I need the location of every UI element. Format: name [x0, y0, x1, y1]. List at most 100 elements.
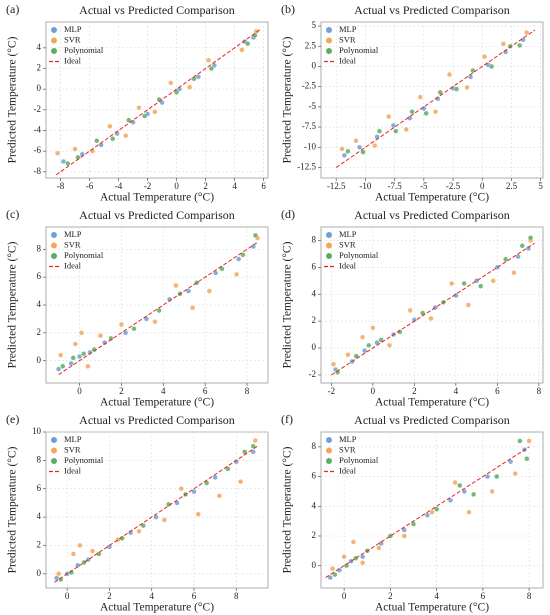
data-point — [360, 560, 366, 566]
data-point — [526, 438, 532, 444]
data-point — [378, 337, 384, 343]
legend-marker — [51, 232, 57, 238]
data-point — [239, 47, 245, 53]
data-point — [489, 488, 495, 494]
legend-marker — [326, 48, 332, 54]
data-point — [118, 321, 124, 328]
data-point — [136, 528, 142, 534]
x-tick-label: -2 — [144, 181, 152, 191]
data-point — [393, 128, 399, 134]
legend-label: Polynomial — [339, 250, 379, 260]
data-point — [89, 548, 96, 554]
data-point — [81, 351, 87, 357]
legend-marker — [326, 37, 332, 44]
data-point — [94, 138, 100, 144]
x-tick-label: 0 — [174, 181, 179, 191]
legend-marker — [51, 37, 57, 44]
data-point — [446, 71, 453, 78]
panel-label: (e) — [6, 412, 19, 426]
data-point — [525, 245, 532, 252]
ideal-line — [54, 445, 258, 583]
legend-label: SVR — [64, 34, 81, 44]
y-axis-label: Predicted Temperature (°C) — [7, 36, 19, 163]
data-point — [330, 566, 336, 572]
x-tick-label: -12.5 — [327, 181, 346, 191]
data-point — [468, 74, 474, 80]
data-point — [72, 146, 78, 152]
data-point — [471, 491, 477, 497]
x-tick-label: 0 — [480, 181, 485, 191]
x-tick-label: 2.5 — [506, 181, 518, 191]
data-point — [102, 340, 108, 346]
legend-label: Polynomial — [64, 250, 104, 260]
data-point — [152, 109, 158, 115]
data-point — [136, 105, 142, 111]
data-point — [350, 539, 356, 545]
legend-label: Polynomial — [339, 45, 379, 55]
data-point — [327, 575, 333, 581]
data-point — [386, 342, 393, 348]
data-point — [110, 136, 116, 142]
data-point — [489, 63, 495, 70]
y-tick-label: 4 — [37, 299, 42, 309]
legend-marker — [326, 253, 332, 259]
x-tick-label: 6 — [495, 386, 500, 396]
x-tick-label: -4 — [115, 181, 123, 191]
data-point — [484, 474, 491, 480]
panel-label: (b) — [281, 2, 295, 16]
data-point — [403, 126, 409, 133]
x-axis-label: Actual Temperature (°C) — [100, 192, 214, 204]
legend-label: Polynomial — [64, 45, 104, 55]
data-point — [517, 438, 523, 444]
ideal-line — [331, 242, 535, 376]
legend-label: MLP — [64, 434, 82, 444]
legend-marker — [326, 437, 332, 443]
y-tick-label: 6 — [37, 271, 42, 281]
y-tick-label: -2 — [34, 104, 42, 114]
data-point — [126, 117, 132, 123]
data-point — [107, 123, 113, 129]
x-tick-label: -2.5 — [446, 181, 461, 191]
data-point — [236, 256, 242, 262]
data-point — [370, 325, 376, 331]
x-axis-label: Actual Temperature (°C) — [100, 602, 214, 614]
data-point — [360, 554, 366, 560]
legend-label: Ideal — [339, 260, 357, 270]
legend-marker — [326, 458, 332, 464]
data-point — [131, 326, 137, 332]
legend-marker — [51, 242, 57, 249]
x-tick-label: 6 — [261, 181, 266, 191]
data-point — [56, 571, 62, 577]
data-point — [70, 551, 77, 557]
data-point — [332, 572, 338, 578]
data-point — [437, 89, 443, 95]
x-tick-label: 6 — [203, 386, 208, 396]
legend-label: MLP — [64, 229, 82, 239]
data-point — [190, 305, 196, 311]
chart-title: Actual vs Predicted Comparison — [354, 208, 510, 222]
x-tick-label: -7.5 — [387, 181, 402, 191]
legend-label: Ideal — [339, 55, 357, 65]
chart-title: Actual vs Predicted Comparison — [79, 413, 235, 427]
legend-marker — [326, 27, 332, 33]
data-point — [87, 349, 93, 355]
y-tick-label: -4 — [34, 125, 42, 135]
x-tick-label: -5 — [420, 181, 428, 191]
data-point — [461, 280, 467, 287]
data-point — [60, 363, 66, 369]
data-point — [156, 308, 162, 314]
y-tick-label: -12.5 — [297, 162, 316, 172]
data-point — [58, 352, 64, 358]
data-point — [97, 333, 104, 339]
data-point — [345, 148, 351, 154]
legend-label: MLP — [339, 434, 357, 444]
data-point — [250, 449, 256, 455]
data-point — [56, 366, 62, 372]
legend-label: MLP — [339, 229, 357, 239]
x-tick-label: -6 — [86, 181, 94, 191]
data-point — [211, 62, 217, 68]
data-point — [252, 232, 258, 238]
x-tick-label: 4 — [149, 591, 154, 601]
y-tick-label: 0 — [312, 560, 317, 570]
